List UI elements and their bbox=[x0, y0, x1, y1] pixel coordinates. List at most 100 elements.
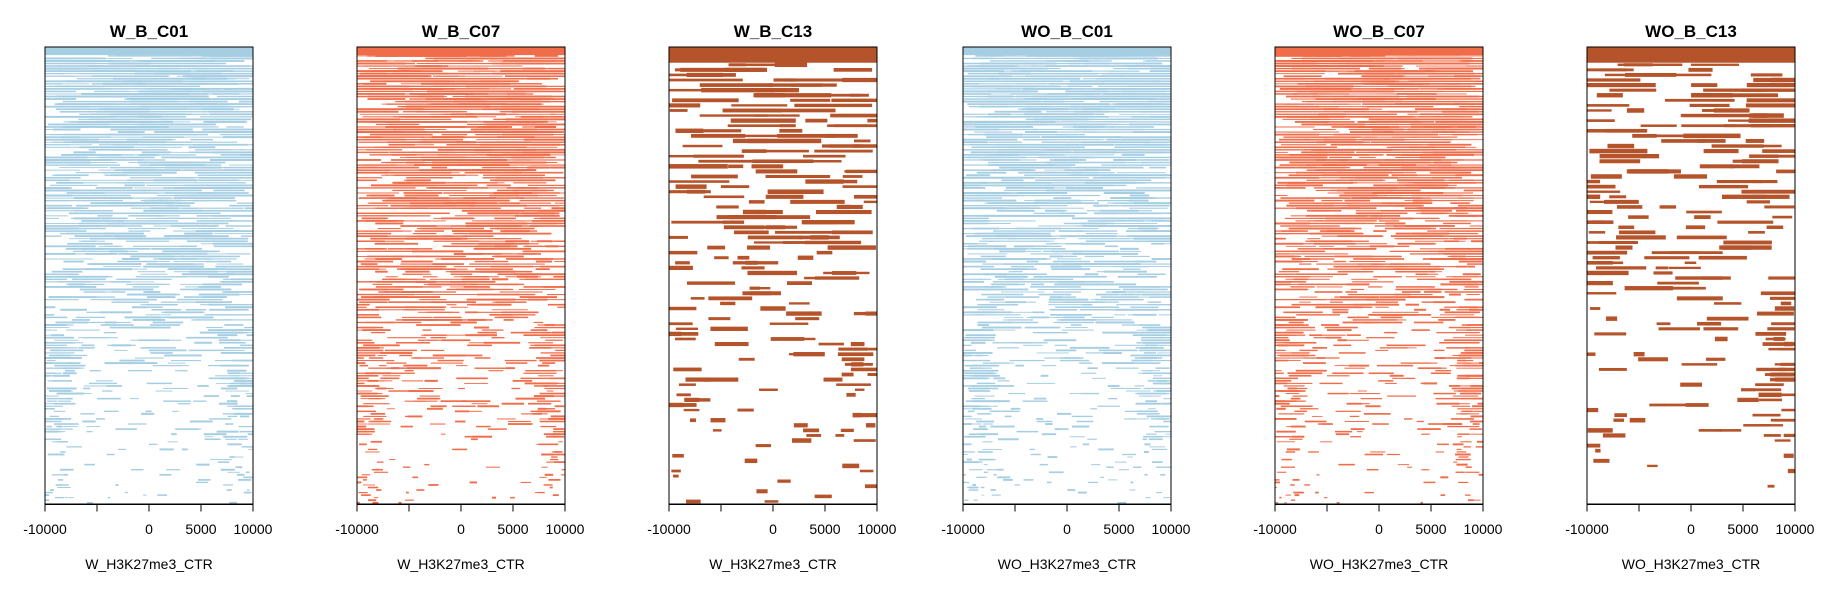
x-tick-label: 10000 bbox=[546, 521, 585, 537]
heatmap-segment bbox=[1163, 377, 1171, 379]
heatmap-segment bbox=[1149, 166, 1167, 169]
heatmap-segment bbox=[87, 243, 104, 245]
heatmap-segment bbox=[357, 268, 387, 270]
heatmap-segment bbox=[1016, 430, 1039, 433]
heatmap-segment bbox=[1456, 451, 1467, 453]
heatmap-segment bbox=[1121, 149, 1171, 151]
heatmap-segment bbox=[245, 393, 253, 395]
heatmap-segment bbox=[963, 123, 1001, 126]
heatmap-segment bbox=[182, 228, 234, 229]
heatmap-segment bbox=[1389, 374, 1404, 377]
heatmap-segment bbox=[522, 253, 541, 255]
heatmap-segment bbox=[1160, 339, 1169, 341]
heatmap-segment bbox=[503, 171, 564, 174]
heatmap-segment bbox=[967, 103, 1026, 105]
heatmap-segment bbox=[786, 281, 813, 285]
heatmap-segment bbox=[537, 273, 562, 275]
heatmap-segment bbox=[114, 349, 128, 351]
heatmap-segment bbox=[976, 420, 995, 423]
heatmap-segment bbox=[129, 177, 194, 179]
heatmap-segment bbox=[62, 372, 77, 375]
heatmap-segment bbox=[45, 189, 68, 192]
x-tick-label: 10000 bbox=[858, 521, 897, 537]
heatmap-segment bbox=[95, 380, 113, 382]
heatmap-segment bbox=[976, 476, 987, 478]
heatmap-segment bbox=[193, 288, 232, 291]
heatmap-segment bbox=[1694, 215, 1711, 219]
heatmap-segment bbox=[1075, 166, 1144, 169]
heatmap-segment bbox=[1032, 202, 1082, 205]
heatmap-segment bbox=[140, 347, 176, 349]
heatmap-segment bbox=[132, 318, 166, 321]
heatmap-segment bbox=[987, 113, 1011, 116]
heatmap-segment bbox=[1413, 321, 1444, 324]
heatmap-segment bbox=[972, 372, 998, 374]
heatmap-segment bbox=[1334, 296, 1352, 298]
heatmap-segment bbox=[68, 275, 109, 278]
heatmap-segment bbox=[1465, 347, 1483, 349]
heatmap-segment bbox=[116, 55, 191, 57]
heatmap-segment bbox=[1022, 177, 1050, 179]
heatmap-segment bbox=[198, 209, 253, 212]
heatmap-segment bbox=[503, 263, 545, 265]
heatmap-segment bbox=[1081, 116, 1139, 118]
heatmap-segment bbox=[1309, 334, 1346, 336]
heatmap-segment bbox=[1290, 397, 1301, 400]
heatmap-segment bbox=[166, 316, 209, 319]
heatmap-segment bbox=[1312, 95, 1400, 98]
heatmap-segment bbox=[206, 199, 237, 202]
heatmap-segment bbox=[179, 123, 199, 126]
heatmap-segment bbox=[1275, 402, 1290, 405]
heatmap-segment bbox=[357, 418, 371, 420]
heatmap-segment bbox=[45, 75, 74, 77]
heatmap-segment bbox=[1069, 346, 1110, 349]
heatmap-segment bbox=[1401, 291, 1421, 293]
heatmap-segment bbox=[1163, 398, 1171, 400]
heatmap-segment bbox=[94, 105, 120, 108]
panel-title: WO_B_C01 bbox=[1021, 22, 1113, 41]
heatmap-segment bbox=[1079, 309, 1103, 311]
heatmap-segment bbox=[357, 382, 365, 385]
heatmap-segment bbox=[1384, 161, 1458, 164]
heatmap-segment bbox=[1102, 331, 1138, 334]
heatmap-segment bbox=[1345, 116, 1423, 118]
heatmap-segment bbox=[135, 217, 191, 219]
heatmap-segment bbox=[1117, 209, 1139, 212]
heatmap-segment bbox=[1275, 359, 1283, 362]
heatmap-segment bbox=[1276, 430, 1296, 433]
heatmap-segment bbox=[1276, 349, 1286, 351]
heatmap-marks bbox=[1275, 47, 1483, 504]
heatmap-segment bbox=[1043, 281, 1076, 283]
heatmap-segment bbox=[1429, 250, 1443, 253]
heatmap-segment bbox=[1056, 258, 1082, 260]
heatmap-segment bbox=[414, 230, 444, 232]
heatmap-segment bbox=[367, 202, 386, 204]
heatmap-segment bbox=[45, 299, 61, 301]
heatmap-segment bbox=[1107, 384, 1120, 387]
panel-title: W_B_C07 bbox=[422, 22, 500, 41]
heatmap-segment bbox=[1054, 428, 1061, 430]
heatmap-segment bbox=[1060, 235, 1117, 238]
heatmap-segment bbox=[1447, 258, 1483, 260]
heatmap-segment bbox=[540, 425, 557, 428]
heatmap-segment bbox=[1285, 393, 1300, 395]
heatmap-segment bbox=[452, 405, 476, 407]
heatmap-segment bbox=[159, 473, 172, 476]
heatmap-segment bbox=[1346, 245, 1391, 247]
heatmap-segment bbox=[554, 192, 565, 194]
heatmap-segment bbox=[1285, 451, 1296, 453]
heatmap-segment bbox=[145, 238, 160, 240]
heatmap-segment bbox=[432, 354, 465, 357]
heatmap-segment bbox=[1607, 143, 1635, 149]
heatmap-segment bbox=[1138, 227, 1157, 230]
heatmap-segment bbox=[78, 162, 118, 164]
heatmap-segment bbox=[141, 151, 171, 154]
heatmap-segment bbox=[1279, 156, 1328, 159]
heatmap-segment bbox=[1476, 440, 1483, 443]
heatmap-segment bbox=[976, 75, 1049, 77]
heatmap-segment bbox=[1127, 456, 1133, 458]
heatmap-segment bbox=[710, 326, 748, 331]
heatmap-segment bbox=[420, 87, 444, 90]
heatmap-segment bbox=[1083, 263, 1109, 265]
heatmap-segment bbox=[997, 149, 1061, 151]
